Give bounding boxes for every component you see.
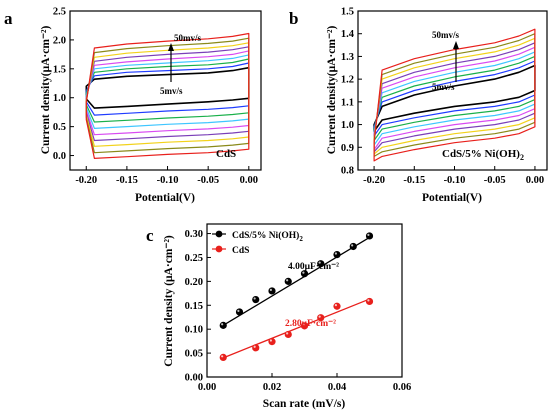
panel-b-note-bottom: 5mv/s bbox=[432, 82, 455, 92]
panel-c-ytick-label: 0.00 bbox=[185, 373, 203, 384]
panel-b-xtick-label: -0.15 bbox=[403, 175, 425, 186]
panel-b-ytick-label: 1.5 bbox=[341, 7, 354, 18]
panel-c-xtick-label: 0.06 bbox=[393, 382, 411, 393]
panel-a-ytick-label: 0.0 bbox=[53, 151, 66, 162]
panel-b-sample-label: CdS/5% Ni(OH)2 bbox=[442, 148, 524, 162]
panel-c-ytick-label: 0.20 bbox=[185, 277, 203, 288]
panel-a-xtick-label: -0.10 bbox=[157, 175, 179, 186]
data-point-cds bbox=[365, 297, 374, 306]
panel-c-xtick-label: 0.00 bbox=[198, 382, 216, 393]
data-point-cds bbox=[268, 338, 276, 346]
panel-b-ytick-label: 0.9 bbox=[341, 143, 354, 154]
panel-b-ytick-label: 1.0 bbox=[341, 120, 354, 131]
panel-a-ylabel: Current density(μA·cm⁻²) bbox=[40, 26, 52, 155]
panel-c-xlabel: Scan rate (mV/s) bbox=[263, 398, 346, 410]
panel-c-ylabel: Current density (μA·cm⁻²) bbox=[163, 235, 175, 367]
data-point-ni bbox=[300, 270, 309, 278]
panel-a-xtick-label: -0.15 bbox=[116, 175, 138, 186]
panel-a-scan-arrow bbox=[168, 43, 174, 82]
panel-c-ytick-label: 0.30 bbox=[185, 229, 203, 240]
panel-c-letter: c bbox=[146, 226, 154, 245]
panel-c-ytick-label: 0.25 bbox=[185, 253, 203, 264]
data-point-ni bbox=[333, 251, 341, 259]
data-point-cds bbox=[219, 353, 227, 361]
panel-a-xtick-label: -0.05 bbox=[197, 175, 219, 186]
legend-label-ni: CdS/5% Ni(OH) bbox=[232, 230, 299, 241]
data-point-cds bbox=[284, 330, 292, 339]
panel-a-ytick-label: 2.0 bbox=[53, 35, 66, 46]
panel-a-xtick-label: -0.20 bbox=[75, 175, 97, 186]
panel-b-xtick-label: -0.10 bbox=[444, 175, 466, 186]
panel-a-letter: a bbox=[4, 9, 13, 28]
data-point-ni bbox=[268, 287, 276, 295]
panel-b: b -0.20 -0.15 -0.10 -0.05 0.00 0.8 0.9 1.0 1.1 1.… bbox=[289, 7, 548, 204]
panel-a-cv-loop-9 bbox=[85, 32, 250, 159]
data-point-ni bbox=[235, 308, 244, 316]
panel-a-cv-curves bbox=[85, 32, 250, 159]
panel-b-xtick-label: -0.20 bbox=[363, 175, 385, 186]
panel-a-ytick-label: 1.0 bbox=[53, 93, 66, 104]
panel-a-note-top: 50mv/s bbox=[174, 33, 201, 43]
panel-a-xlabel: Potential(V) bbox=[135, 192, 195, 204]
panel-b-sample-sub: 2 bbox=[520, 153, 524, 162]
panel-c-xtick-label: 0.04 bbox=[328, 382, 347, 393]
data-point-ni bbox=[365, 232, 374, 240]
panel-c-ytick-label: 0.15 bbox=[185, 301, 203, 312]
panel-a: a -0.20 -0.15 -0.10 -0.05 0.00 0.0 0.5 1.0 1.5 2.… bbox=[4, 7, 262, 204]
panel-b-cv-curves bbox=[373, 28, 536, 162]
data-point-ni bbox=[317, 260, 325, 268]
panel-c-legend: CdS/5% Ni(OH)2 CdS bbox=[212, 230, 303, 256]
panel-c-xtick-label: 0.02 bbox=[263, 382, 281, 393]
panel-b-ytick-label: 1.1 bbox=[341, 97, 354, 108]
panel-a-note-bottom: 5mv/s bbox=[160, 86, 183, 96]
panel-b-ylabel: Current density(μA·cm⁻²) bbox=[326, 26, 338, 155]
fit-line-ni bbox=[222, 236, 370, 326]
data-point-cds bbox=[333, 302, 341, 310]
panel-c: c 0.00 0.02 0.04 0.06 0.00 0.05 0.10 0.15 0.20 0.… bbox=[146, 223, 411, 410]
legend-item-ni: CdS/5% Ni(OH)2 bbox=[212, 230, 303, 243]
panel-a-sample-label: CdS bbox=[216, 148, 236, 160]
slope-label-cds: 2.80μF·cm⁻² bbox=[285, 319, 336, 329]
fit-line-cds bbox=[223, 298, 370, 359]
panel-b-note-top: 50mv/s bbox=[432, 30, 459, 40]
panel-b-frame bbox=[357, 10, 548, 171]
panel-c-frame bbox=[206, 223, 403, 378]
data-point-cds bbox=[252, 344, 260, 352]
data-point-ni bbox=[284, 277, 292, 285]
legend-label-cds: CdS bbox=[232, 246, 249, 256]
panel-c-ytick-label: 0.05 bbox=[185, 349, 203, 360]
data-point-ni bbox=[219, 321, 227, 329]
data-point-cds bbox=[300, 322, 309, 330]
data-point-ni bbox=[349, 242, 357, 251]
panel-c-fit-lines bbox=[222, 236, 370, 359]
legend-label-ni-sub: 2 bbox=[299, 235, 303, 243]
legend-item-cds: CdS bbox=[212, 245, 249, 256]
panel-b-xlabel: Potential(V) bbox=[422, 192, 482, 204]
panel-b-ytick-label: 1.3 bbox=[341, 52, 354, 63]
panel-b-ytick-label: 1.2 bbox=[341, 75, 354, 86]
slope-label-ni: 4.00μF·cm⁻² bbox=[288, 262, 339, 272]
panel-a-ytick-label: 2.5 bbox=[53, 7, 66, 18]
panel-a-ytick-label: 0.5 bbox=[53, 122, 66, 133]
panel-b-xtick-label: 0.00 bbox=[526, 175, 544, 186]
data-point-cds bbox=[317, 314, 325, 322]
panel-b-sample-main: CdS/5% Ni(OH) bbox=[442, 148, 520, 160]
panel-b-scan-arrow bbox=[453, 41, 459, 82]
panel-b-cv-loop-9 bbox=[373, 28, 536, 162]
data-point-ni bbox=[252, 295, 260, 304]
svg-text:CdS/5% Ni(OH)2: CdS/5% Ni(OH)2 bbox=[232, 230, 303, 243]
panel-c-points bbox=[219, 232, 374, 361]
panel-b-ytick-label: 0.8 bbox=[341, 166, 354, 177]
panel-c-ytick-label: 0.10 bbox=[185, 325, 203, 336]
panel-a-ytick-label: 1.5 bbox=[53, 64, 66, 75]
panel-a-frame bbox=[69, 10, 262, 171]
panel-a-xtick-label: 0.00 bbox=[240, 175, 258, 186]
panel-b-ytick-label: 1.4 bbox=[341, 29, 355, 40]
panel-b-xtick-label: -0.05 bbox=[484, 175, 506, 186]
panel-b-letter: b bbox=[289, 9, 298, 28]
